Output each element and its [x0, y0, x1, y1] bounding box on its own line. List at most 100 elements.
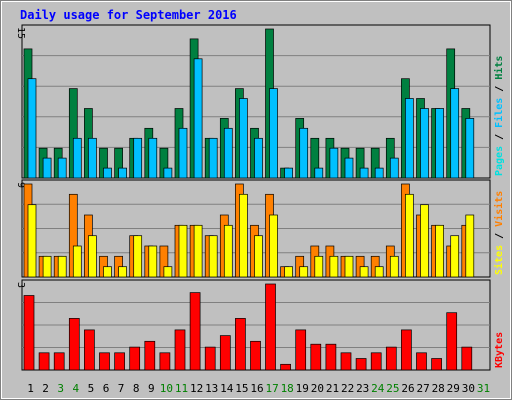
bar-kbytes: [174, 329, 186, 371]
bar-sites: [420, 204, 429, 278]
bar-files: [314, 167, 324, 179]
bar-files: [148, 137, 158, 179]
x-tick-label: 6: [103, 382, 110, 395]
bar-files: [359, 167, 369, 179]
bar-kbytes: [159, 352, 171, 371]
bar-kbytes: [401, 329, 412, 371]
legend-kbytes: KBytes: [494, 332, 505, 368]
legend-item-sites: Sites: [493, 245, 505, 275]
bar-sites: [314, 255, 324, 278]
x-tick-label: 10: [160, 382, 173, 395]
y-max-label: 15: [15, 27, 26, 39]
bar-kbytes: [68, 318, 80, 371]
bar-kbytes: [129, 346, 141, 371]
bar-files: [344, 157, 354, 179]
bar-kbytes: [325, 343, 337, 371]
bar-sites: [72, 245, 82, 278]
bar-sites: [254, 235, 263, 278]
bar-kbytes: [144, 340, 156, 371]
bar-files: [420, 108, 429, 179]
bar-kbytes: [280, 363, 291, 371]
x-tick-label: 24: [371, 382, 385, 395]
bar-files: [208, 137, 218, 179]
bar-sites: [133, 235, 143, 278]
x-tick-label: 28: [432, 382, 445, 395]
bar-kbytes: [84, 329, 95, 371]
x-axis-labels: 1 2 3 4 5 6 7 8 9 10 11 12 13 14 15 16 17 18 19 20 21 22 23 24 2…: [27, 382, 490, 395]
x-tick-label: 21: [326, 382, 339, 395]
bar-files: [299, 127, 309, 179]
bar-sites: [42, 255, 52, 278]
bar-sites: [208, 235, 218, 278]
panel-hits-files-pages: 15 Pages / Files / Hits: [15, 24, 505, 179]
x-tick-label: 13: [205, 382, 218, 395]
bar-sites: [178, 224, 188, 278]
bar-sites: [239, 193, 248, 278]
x-tick-label: 12: [190, 382, 203, 395]
x-tick-label: 3: [57, 382, 64, 395]
legend-item-kbytes: KBytes: [494, 332, 505, 368]
x-tick-label: 5: [88, 382, 95, 395]
bar-kbytes: [446, 312, 458, 371]
bar-files: [435, 108, 444, 179]
x-tick-label: 9: [148, 382, 155, 395]
bar-sites: [435, 224, 444, 278]
x-tick-label: 19: [296, 382, 309, 395]
bar-files: [163, 167, 173, 179]
bar-kbytes: [204, 346, 216, 371]
bar-sites: [193, 224, 203, 278]
bar-sites: [148, 245, 158, 278]
bar-sites: [465, 214, 475, 278]
bar-sites: [269, 214, 278, 278]
bar-kbytes: [295, 329, 307, 371]
bar-kbytes: [53, 352, 65, 371]
bar-files: [269, 88, 278, 179]
chart-panels: 15 Pages / Files / Hits 9 Sites / Visits 3 KB…: [15, 24, 505, 371]
bar-kbytes: [38, 352, 50, 371]
bar-sites: [405, 193, 414, 278]
bar-kbytes: [431, 358, 442, 371]
bar-kbytes: [114, 352, 125, 371]
bar-sites: [103, 266, 112, 278]
bar-kbytes: [310, 343, 322, 371]
bar-files: [450, 88, 460, 179]
bar-sites: [389, 255, 399, 278]
legend-separator: /: [494, 80, 505, 98]
legend-visits-sites: Sites / Visits: [493, 191, 505, 275]
bar-sites: [27, 204, 37, 278]
legend-item-files: Files: [493, 98, 505, 128]
bar-sites: [344, 255, 354, 278]
bar-sites: [163, 266, 173, 278]
x-tick-label: 22: [341, 382, 354, 395]
bar-files: [389, 157, 399, 179]
x-tick-label: 25: [386, 382, 399, 395]
bar-files: [405, 98, 414, 179]
x-tick-label: 11: [175, 382, 188, 395]
panel-visits-sites: 9 Sites / Visits: [15, 179, 505, 278]
bar-sites: [299, 266, 309, 278]
bar-kbytes: [189, 292, 201, 371]
legend-item-hits: Hits: [493, 56, 505, 80]
bar-kbytes: [416, 352, 427, 371]
bar-files: [193, 58, 203, 179]
x-tick-label: 18: [281, 382, 294, 395]
bar-files: [133, 137, 143, 179]
chart-title: Daily usage for September 2016: [20, 8, 237, 22]
bar-files: [72, 137, 82, 179]
bar-files: [329, 147, 339, 179]
bar-kbytes: [99, 352, 110, 371]
x-tick-label: 30: [462, 382, 475, 395]
x-tick-label: 1: [27, 382, 34, 395]
bar-sites: [118, 266, 127, 278]
bar-sites: [329, 255, 339, 278]
bar-sites: [223, 224, 233, 278]
bar-files: [284, 167, 293, 179]
x-tick-label: 7: [118, 382, 125, 395]
y-max-label: 9: [15, 182, 26, 188]
x-tick-label: 14: [220, 382, 234, 395]
x-tick-label: 27: [416, 382, 429, 395]
bar-kbytes: [219, 335, 231, 371]
bar-files: [178, 127, 188, 179]
x-tick-label: 23: [356, 382, 369, 395]
